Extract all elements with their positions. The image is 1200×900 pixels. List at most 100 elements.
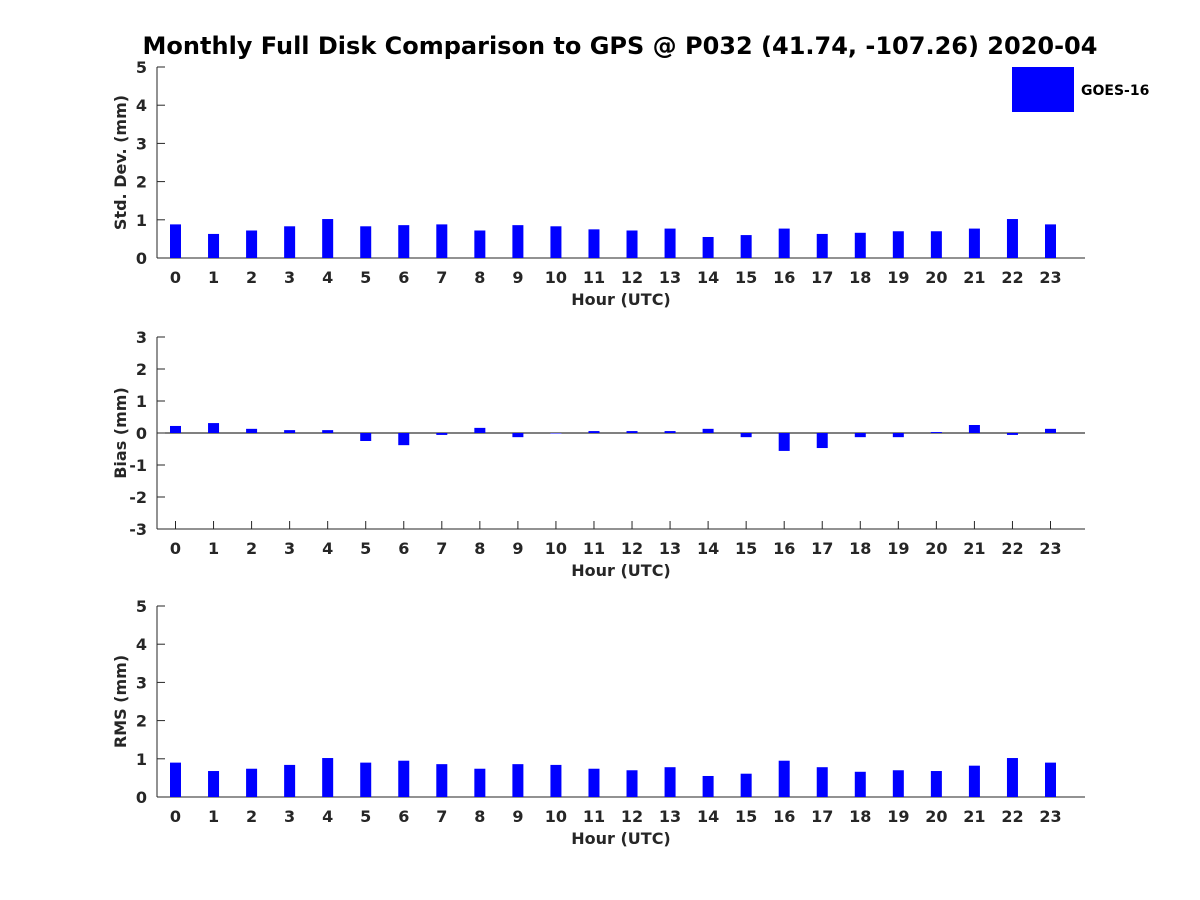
bias-bar xyxy=(778,433,790,451)
std-dev-bar xyxy=(626,230,638,258)
rms-y-tick-label: 4 xyxy=(136,635,147,654)
std-dev-bar xyxy=(702,236,714,258)
rms-x-tick-label: 7 xyxy=(436,807,447,826)
rms-x-tick-label: 2 xyxy=(246,807,257,826)
bias-x-tick-label: 18 xyxy=(849,539,871,558)
rms-bar xyxy=(246,768,258,797)
bias-bar xyxy=(968,425,980,433)
bias-x-tick-label: 6 xyxy=(398,539,409,558)
rms-bar xyxy=(322,758,334,797)
std-dev-bar xyxy=(816,233,828,258)
std-dev-y-tick-label: 1 xyxy=(136,211,147,230)
rms-x-tick-label: 8 xyxy=(474,807,485,826)
bias-bar xyxy=(474,427,486,433)
bias-x-tick-label: 20 xyxy=(925,539,947,558)
legend: GOES-16 xyxy=(1012,67,1149,112)
rms-x-tick-label: 13 xyxy=(659,807,681,826)
legend-swatch xyxy=(1012,67,1074,112)
rms-x-tick-label: 17 xyxy=(811,807,833,826)
std-dev-bar xyxy=(550,226,562,258)
bias-y-tick-label: 2 xyxy=(136,360,147,379)
std-dev-bar xyxy=(892,231,904,258)
std-dev-bar xyxy=(512,225,524,258)
bias-y-tick-label: -1 xyxy=(129,456,147,475)
std-dev-x-tick-label: 17 xyxy=(811,268,833,287)
std-dev-x-tick-label: 2 xyxy=(246,268,257,287)
bias-x-tick-label: 0 xyxy=(170,539,181,558)
rms-bar xyxy=(664,767,676,797)
rms-x-tick-label: 22 xyxy=(1001,807,1023,826)
rms-x-tick-label: 23 xyxy=(1039,807,1061,826)
rms-x-tick-label: 6 xyxy=(398,807,409,826)
rms-bar xyxy=(588,768,600,797)
rms-y-tick-label: 2 xyxy=(136,712,147,731)
rms-bar xyxy=(436,764,448,797)
rms-bar xyxy=(702,775,714,797)
bias-x-tick-label: 7 xyxy=(436,539,447,558)
std-dev-y-tick-label: 0 xyxy=(136,249,147,268)
bias-x-tick-label: 16 xyxy=(773,539,795,558)
rms-x-tick-label: 15 xyxy=(735,807,757,826)
bias-bar xyxy=(170,425,181,433)
bias-x-tick-label: 11 xyxy=(583,539,605,558)
rms-bar xyxy=(816,767,828,797)
rms-bar xyxy=(170,762,181,797)
rms-x-tick-label: 4 xyxy=(322,807,333,826)
std-dev-bar xyxy=(246,230,258,258)
bias-x-tick-label: 14 xyxy=(697,539,719,558)
rms-x-tick-label: 3 xyxy=(284,807,295,826)
std-dev-x-tick-label: 5 xyxy=(360,268,371,287)
bias-y-tick-label: 3 xyxy=(136,328,147,347)
std-dev-y-tick-label: 5 xyxy=(136,58,147,77)
bias-bar xyxy=(588,431,600,433)
bias-y-axis-label: Bias (mm) xyxy=(111,387,130,479)
std-dev-bar xyxy=(284,226,296,258)
std-dev-x-tick-label: 9 xyxy=(512,268,523,287)
bias-x-tick-label: 13 xyxy=(659,539,681,558)
std-dev-bar xyxy=(474,230,486,258)
std-dev-x-tick-label: 21 xyxy=(963,268,985,287)
rms-x-tick-label: 14 xyxy=(697,807,719,826)
rms-x-tick-label: 12 xyxy=(621,807,643,826)
std-dev-y-tick-label: 4 xyxy=(136,96,147,115)
std-dev-y-axis-label: Std. Dev. (mm) xyxy=(111,95,130,230)
std-dev-x-tick-label: 12 xyxy=(621,268,643,287)
bias-bar xyxy=(626,431,638,433)
chart-title: Monthly Full Disk Comparison to GPS @ P0… xyxy=(143,32,1098,60)
rms-y-axis-label: RMS (mm) xyxy=(111,655,130,748)
bias-x-tick-label: 22 xyxy=(1001,539,1023,558)
bias-x-tick-label: 21 xyxy=(963,539,985,558)
rms-bar xyxy=(968,765,980,797)
bias-bar xyxy=(246,428,258,433)
bias-x-tick-label: 1 xyxy=(208,539,219,558)
bias-bar xyxy=(930,432,942,433)
std-dev-bar xyxy=(208,233,220,258)
rms-x-tick-label: 21 xyxy=(963,807,985,826)
std-dev-bar xyxy=(436,224,448,258)
std-dev-bar xyxy=(854,232,866,258)
rms-bar xyxy=(854,771,866,797)
std-dev-y-tick-label: 3 xyxy=(136,134,147,153)
rms-x-tick-label: 16 xyxy=(773,807,795,826)
bias-y-tick-label: 1 xyxy=(136,392,147,411)
std-dev-x-tick-label: 3 xyxy=(284,268,295,287)
bias-bar xyxy=(512,433,524,438)
std-dev-x-tick-label: 10 xyxy=(545,268,567,287)
rms-x-tick-label: 18 xyxy=(849,807,871,826)
std-dev-x-axis-label: Hour (UTC) xyxy=(571,290,671,309)
std-dev-bar xyxy=(778,228,790,258)
rms-x-tick-label: 20 xyxy=(925,807,947,826)
std-dev-x-tick-label: 18 xyxy=(849,268,871,287)
bias-bar xyxy=(436,433,448,435)
rms-x-tick-label: 10 xyxy=(545,807,567,826)
bias-bar xyxy=(284,430,296,433)
std-dev-bar xyxy=(322,219,334,258)
std-dev-x-tick-label: 4 xyxy=(322,268,333,287)
std-dev-x-tick-label: 14 xyxy=(697,268,719,287)
bias-y-tick-label: -2 xyxy=(129,488,147,507)
rms-x-tick-label: 5 xyxy=(360,807,371,826)
std-dev-bar xyxy=(588,229,600,258)
std-dev-bar xyxy=(740,235,752,258)
std-dev-bar xyxy=(930,231,942,258)
